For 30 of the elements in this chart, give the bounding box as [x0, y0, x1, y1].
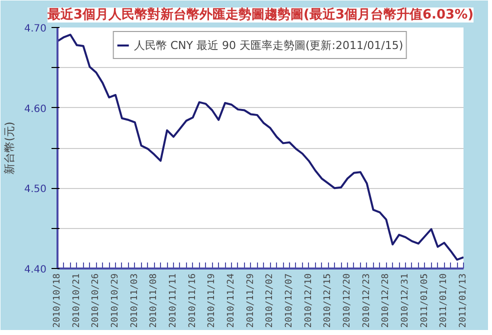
- x-tick-label: 2011/01/13: [458, 273, 468, 328]
- x-tick-label: 2010/12/31: [400, 273, 410, 328]
- x-tick-label: 2011/01/10: [439, 273, 450, 328]
- x-tick-label: 2010/12/15: [323, 273, 334, 328]
- x-tick-label: 2010/11/24: [226, 273, 236, 328]
- x-tick-label: 2010/12/02: [265, 273, 276, 328]
- x-tick-label: 2010/10/26: [91, 273, 102, 328]
- x-tick-label: 2010/12/07: [284, 273, 294, 328]
- x-tick-label: 2010/12/28: [381, 273, 392, 328]
- x-tick-label: 2010/10/18: [52, 273, 62, 328]
- y-tick-label: 4.70: [24, 24, 46, 34]
- y-tick-label: 4.40: [24, 264, 46, 276]
- chart-title: 最近3個月人民幣對新台幣外匯走勢圖趨勢圖(最近3個月台幣升值6.03%): [46, 6, 474, 22]
- legend-label: 人民幣 CNY 最近 90 天匯率走勢圖(更新:2011/01/15): [134, 38, 404, 52]
- x-tick-label: 2010/10/29: [110, 273, 120, 328]
- x-tick-label: 2010/11/03: [130, 273, 140, 328]
- x-tick-label: 2010/12/10: [304, 273, 314, 328]
- x-tick-label: 2010/11/11: [168, 273, 178, 328]
- y-tick-label: 4.50: [24, 184, 46, 196]
- x-tick-label: 2010/12/20: [342, 273, 352, 328]
- x-tick-label: 2010/11/29: [246, 273, 256, 328]
- x-tick-label: 2011/01/05: [420, 273, 430, 328]
- x-tick-label: 2010/12/23: [362, 273, 372, 328]
- x-tick-label: 2010/11/19: [207, 273, 218, 328]
- x-tick-label: 2010/10/21: [72, 273, 82, 328]
- y-tick-label: 4.60: [24, 104, 46, 115]
- y-axis-title: 新台幣(元): [3, 122, 16, 174]
- x-tick-label: 2010/11/16: [188, 273, 198, 328]
- x-tick-label: 2010/11/08: [149, 273, 160, 328]
- line-series: [58, 34, 464, 261]
